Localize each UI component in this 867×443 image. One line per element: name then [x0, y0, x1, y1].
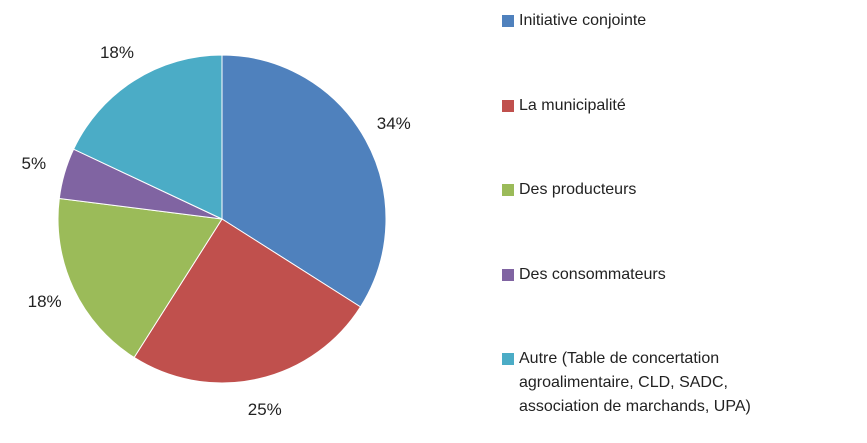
legend-swatch — [502, 100, 514, 112]
legend-label: Des consommateurs — [519, 266, 666, 283]
legend-item: Des producteurs — [502, 178, 802, 202]
legend-label: Initiative conjointe — [519, 12, 647, 29]
legend-swatch — [502, 15, 514, 27]
legend-swatch — [502, 353, 514, 365]
pie-slice — [72, 54, 223, 220]
legend-label: La municipalité — [519, 97, 626, 114]
legend-item: La municipalité — [502, 94, 802, 118]
pie-area: 34% 25% 18% 5% 18% — [21, 43, 411, 419]
pie-slice — [221, 54, 387, 308]
legend-label: Autre (Table de concertation agroaliment… — [519, 350, 751, 415]
legend-item: Des consommateurs — [502, 263, 802, 287]
legend-swatch — [502, 269, 514, 281]
legend-swatch — [502, 184, 514, 196]
pie-slice — [57, 197, 223, 359]
data-label: 18% — [28, 292, 62, 311]
legend-item: Autre (Table de concertation agroaliment… — [502, 347, 802, 419]
data-label: 5% — [21, 154, 46, 173]
data-label: 34% — [377, 114, 411, 133]
pie-slice — [133, 218, 362, 384]
data-label: 25% — [248, 400, 282, 419]
legend-item: Initiative conjointe — [502, 9, 802, 33]
legend-label: Des producteurs — [519, 181, 637, 198]
data-label: 18% — [100, 43, 134, 62]
